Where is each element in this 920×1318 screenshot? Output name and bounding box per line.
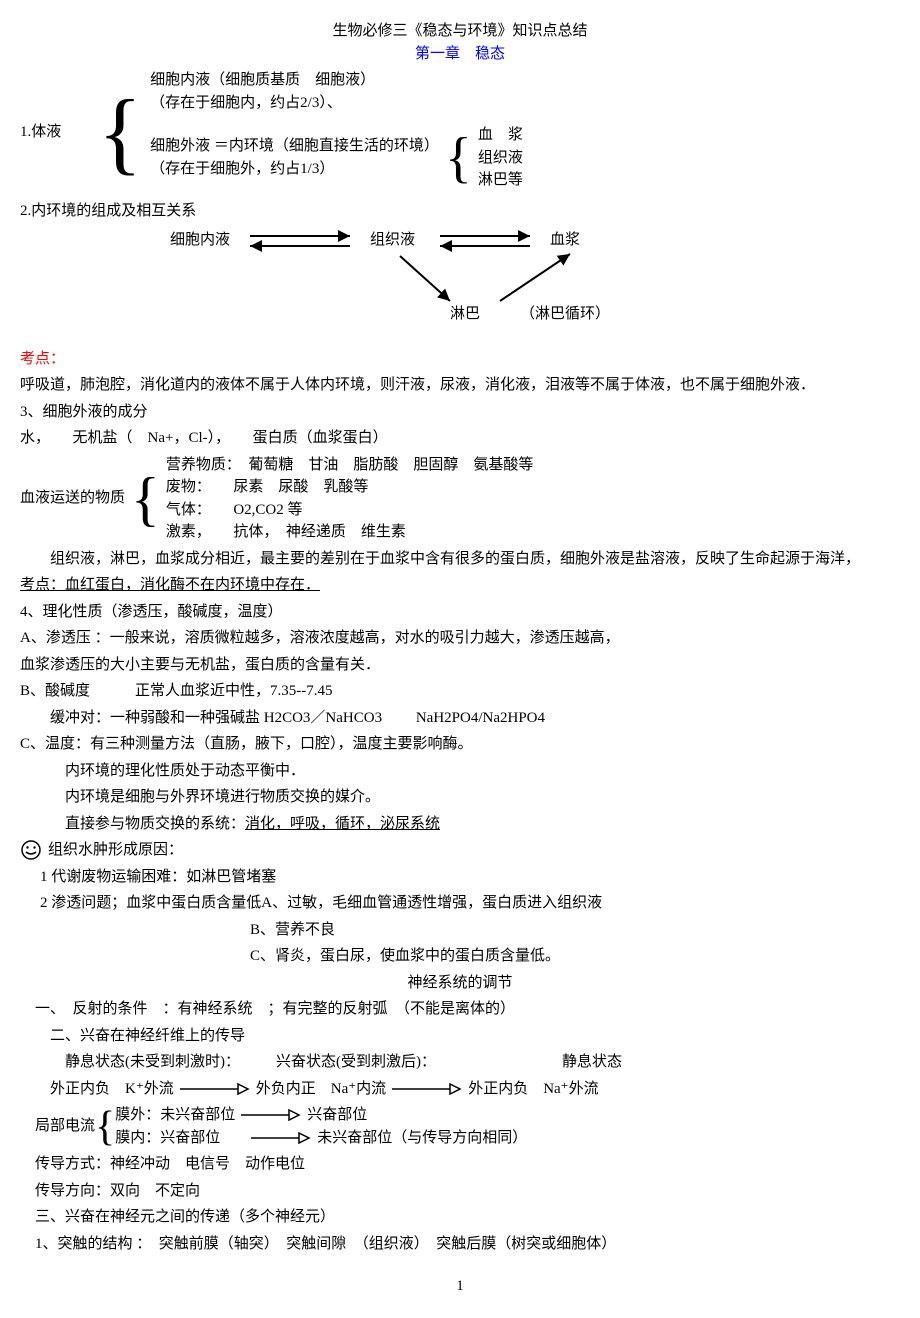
- brace-icon: {: [445, 132, 472, 184]
- local1b: 兴奋部位: [307, 1104, 367, 1127]
- svg-text:淋巴: 淋巴: [450, 305, 480, 322]
- swelling-l2c: C、肾炎，蛋白尿，使血浆中的蛋白质含量低。: [250, 945, 900, 968]
- sec3-p1: 组织液，淋巴，血浆成分相近，最主要的差别在于血浆中含有很多的蛋白质，细胞外液是盐…: [20, 548, 900, 571]
- transport-label: 血液运送的物质: [20, 487, 125, 510]
- nerve-p2: 二、兴奋在神经纤维上的传导: [20, 1025, 900, 1048]
- sec1-label: 1.体液: [20, 121, 90, 144]
- local1a: 膜外：未兴奋部位: [115, 1104, 235, 1127]
- arrow-right-icon: [251, 1131, 311, 1145]
- sec1-top1: 细胞内液（细胞质基质 细胞液）: [150, 69, 523, 92]
- state-mid: 兴奋状态(受到刺激后)：: [276, 1051, 556, 1074]
- page-number: 1: [20, 1275, 900, 1298]
- svg-text:血浆: 血浆: [550, 230, 580, 248]
- sec4-c1: C、温度：有三种测量方法（直肠，腋下，口腔），温度主要影响酶。: [20, 733, 900, 756]
- sec1-bot2: （存在于细胞外，约占1/3）: [150, 158, 439, 181]
- row2-left: 外正内负 K⁺外流: [20, 1078, 174, 1101]
- sec4-a1: A、渗透压 ：一般来说，溶质微粒越多，溶液浓度越高，对水的吸引力越大，渗透压越高…: [20, 627, 900, 650]
- sec2-heading: 2.内环境的组成及相互关系: [20, 200, 900, 223]
- nerve-p1: 一、 反射的条件 ：有神经系统 ；有完整的反射弧 （不能是离体的）: [20, 998, 900, 1021]
- swelling-l1: 1 代谢废物运输困难：如淋巴管堵塞: [40, 866, 900, 889]
- sec1-item1: 组织液: [478, 147, 523, 170]
- sec3-r2: 废物： 尿素 尿酸 乳酸等: [166, 476, 534, 499]
- svg-text:细胞内液: 细胞内液: [170, 231, 230, 248]
- kaodian1-text: 呼吸道，肺泡腔，消化道内的液体不属于人体内环境，则汗液，尿液，消化液，泪液等不属…: [20, 374, 900, 397]
- arrow-right-icon: [241, 1108, 301, 1122]
- sec1-top2: （存在于细胞内，约占2/3）、: [150, 92, 523, 115]
- nerve-p6: 1、突触的结构 ： 突触前膜（轴突） 突触间隙 （组织液） 突触后膜（树突或细胞…: [20, 1233, 900, 1256]
- sec1-item0: 血 浆: [478, 124, 523, 147]
- sec3-r1: 营养物质： 葡萄糖 甘油 脂肪酸 胆固醇 氨基酸等: [166, 454, 534, 477]
- sec1-item2: 淋巴等: [478, 169, 523, 192]
- sec4-c4-underline: 消化，呼吸，循环，泌尿系统: [245, 816, 440, 832]
- sec4-b1: B、酸碱度 正常人血浆近中性，7.35--7.45: [20, 680, 900, 703]
- sec4-b2: 缓冲对：一种弱酸和一种强碱盐 H2CO3／NaHCO3 NaH2PO4/Na2H…: [20, 707, 900, 730]
- state-left: 静息状态(未受到刺激时)：: [20, 1051, 270, 1074]
- smiley-icon: [20, 839, 42, 861]
- local2b: 未兴奋部位（与传导方向相同）: [317, 1127, 527, 1150]
- nerve-p5: 三、兴奋在神经元之间的传递（多个神经元）: [20, 1206, 900, 1229]
- swelling-l2b: B、营养不良: [250, 919, 900, 942]
- brace-icon: {: [131, 469, 160, 529]
- sec3-r4: 激素， 抗体， 神经递质 维生素: [166, 521, 534, 544]
- swelling-heading: 组织水肿形成原因：: [48, 839, 183, 862]
- svg-text:组织液: 组织液: [370, 231, 415, 248]
- row2-mid: 外负内正 Na⁺内流: [256, 1078, 386, 1101]
- nerve-p3: 传导方式：神经冲动 电信号 动作电位: [20, 1153, 900, 1176]
- sec3-kaodian2: 考点：血红蛋白，消化酶不在内环境中存在．: [20, 574, 900, 597]
- row2-right: 外正内负 Na⁺外流: [468, 1078, 598, 1101]
- brace-icon: {: [98, 89, 142, 175]
- sec4-c4: 直接参与物质交换的系统：消化，呼吸，循环，泌尿系统: [20, 813, 900, 836]
- svg-text:（淋巴循环）: （淋巴循环）: [520, 305, 610, 322]
- sec3-line1: 水， 无机盐（ Na+，Cl-）， 蛋白质（血浆蛋白）: [20, 427, 900, 450]
- state-right: 静息状态: [562, 1051, 622, 1074]
- sec4-heading: 4、理化性质（渗透压，酸碱度，温度）: [20, 601, 900, 624]
- sec1-bot1: 细胞外液 ＝内环境（细胞直接生活的环境）: [150, 135, 439, 158]
- chapter-heading: 第一章 稳态: [415, 46, 505, 62]
- nerve-p4: 传导方向：双向 不定向: [20, 1180, 900, 1203]
- arrow-right-icon: [180, 1082, 250, 1096]
- sec4-c3: 内环境是细胞与外界环境进行物质交换的媒介。: [20, 786, 900, 809]
- brace-icon: {: [95, 1107, 115, 1147]
- doc-title: 生物必修三《稳态与环境》知识点总结: [332, 23, 587, 39]
- local-label: 局部电流: [20, 1115, 95, 1138]
- kaodian-label: 考点：: [20, 348, 900, 371]
- swelling-l2: 2 渗透问题；血浆中蛋白质含量低A、过敏，毛细血管通透性增强，蛋白质进入组织液: [40, 892, 900, 915]
- nerve-title: 神经系统的调节: [20, 972, 900, 995]
- sec4-a2: 血浆渗透压的大小主要与无机盐，蛋白质的含量有关．: [20, 654, 900, 677]
- sec3-heading: 3、细胞外液的成分: [20, 401, 900, 424]
- sec4-c2: 内环境的理化性质处于动态平衡中．: [20, 760, 900, 783]
- relation-diagram: 细胞内液 组织液 血浆 淋巴 （淋巴循环）: [170, 226, 690, 336]
- arrow-right-icon: [392, 1082, 462, 1096]
- sec3-r3: 气体： O2,CO2 等: [166, 499, 534, 522]
- local2a: 膜内：兴奋部位: [115, 1127, 245, 1150]
- sec4-c4-pre: 直接参与物质交换的系统：: [20, 816, 245, 832]
